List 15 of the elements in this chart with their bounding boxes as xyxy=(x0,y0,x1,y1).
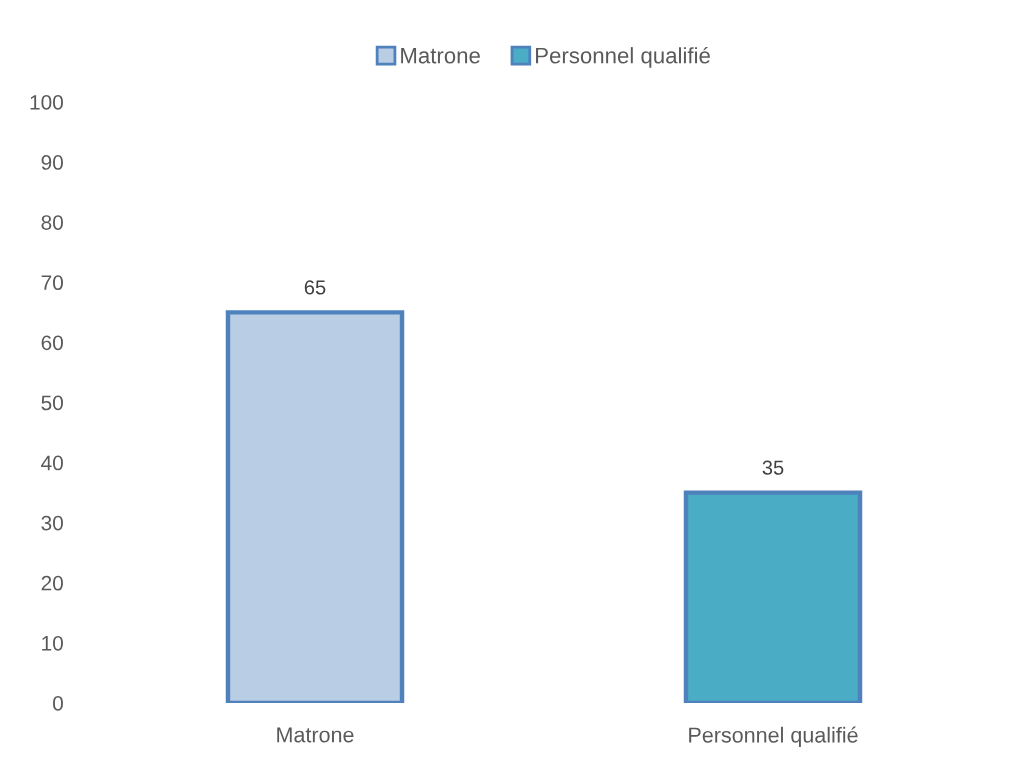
y-tick-label: 0 xyxy=(53,696,63,711)
y-tick-label: 40 xyxy=(41,455,63,471)
data-label: 35 xyxy=(762,460,784,475)
y-tick-label: 100 xyxy=(30,95,63,110)
y-tick-label: 90 xyxy=(41,155,63,170)
y-tick-label: 70 xyxy=(41,275,63,291)
data-label: 65 xyxy=(304,280,326,295)
y-tick-label: 80 xyxy=(41,215,63,230)
legend-label: Personnel qualifié xyxy=(536,46,710,68)
legend-label: Matrone xyxy=(401,47,480,64)
y-tick-label: 20 xyxy=(41,575,63,591)
y-tick-label: 60 xyxy=(41,335,63,351)
y-tick-label: 50 xyxy=(41,395,63,411)
y-tick-label: 10 xyxy=(42,635,63,651)
y-tick-label: 30 xyxy=(41,515,63,531)
